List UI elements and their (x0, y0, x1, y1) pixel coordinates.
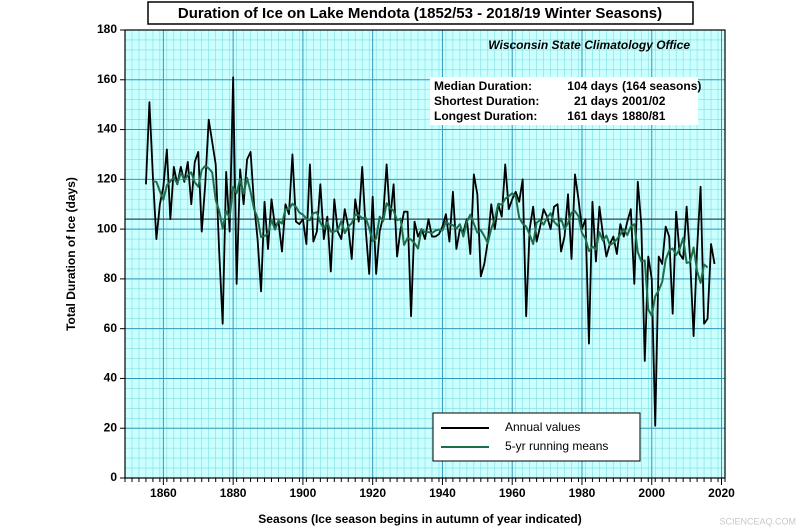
x-tick-label: 1880 (220, 486, 247, 500)
y-tick-label: 160 (97, 72, 117, 86)
y-tick-label: 180 (97, 22, 117, 36)
chart-title: Duration of Ice on Lake Mendota (1852/53… (178, 5, 662, 22)
y-tick-label: 140 (97, 122, 117, 136)
x-tick-label: 1860 (150, 486, 177, 500)
y-tick-label: 100 (97, 221, 117, 235)
watermark: SCIENCEAQ.COM (719, 516, 796, 526)
stats-text: 1880/81 (622, 109, 666, 123)
y-tick-label: 80 (104, 271, 118, 285)
plot-border (124, 29, 726, 479)
x-tick-label: 1920 (359, 486, 386, 500)
x-tick-label: 1940 (429, 486, 456, 500)
y-tick-label: 40 (104, 371, 118, 385)
x-tick-label: 2020 (708, 486, 735, 500)
y-tick-label: 120 (97, 172, 117, 186)
stats-text: 104 days (567, 79, 618, 93)
stats-text: Median Duration: (434, 79, 532, 93)
x-tick-label: 1960 (499, 486, 526, 500)
y-tick-label: 20 (104, 420, 118, 434)
y-axis-label: Total Duration of Ice (days) (64, 177, 78, 331)
title-box (147, 1, 694, 25)
stats-text: (164 seasons) (622, 79, 701, 93)
x-tick-label: 2000 (638, 486, 665, 500)
legend-label: Annual values (505, 420, 580, 434)
stats-text: Longest Duration: (434, 109, 537, 123)
data-line (152, 164, 709, 317)
stats-text: 161 days (567, 109, 618, 123)
legend-box (432, 412, 641, 462)
y-tick-label: 60 (104, 321, 118, 335)
stats-box (430, 77, 698, 125)
x-axis-label: Seasons (Ice season begins in autumn of … (258, 512, 581, 526)
x-tick-label: 1900 (290, 486, 317, 500)
stats-text: Shortest Duration: (434, 94, 539, 108)
data-line (145, 76, 716, 427)
stats-text: 21 days (574, 94, 618, 108)
x-tick-label: 1980 (569, 486, 596, 500)
stats-text: 2001/02 (622, 94, 666, 108)
source-note: Wisconsin State Climatology Office (488, 38, 690, 52)
legend-label: 5-yr running means (505, 439, 608, 453)
y-tick-label: 0 (110, 470, 117, 484)
